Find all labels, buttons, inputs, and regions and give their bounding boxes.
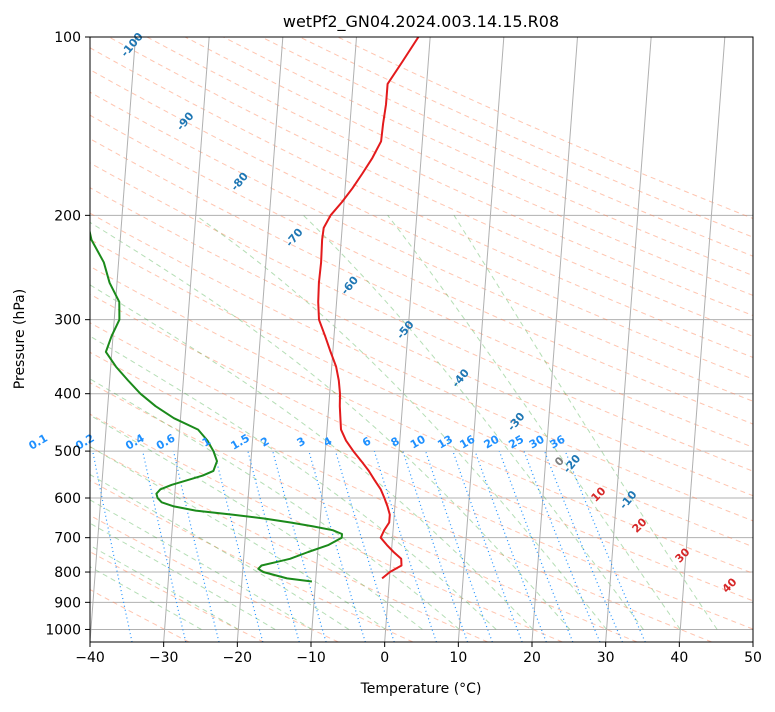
x-tick-label: −20 [223, 650, 253, 666]
y-tick-label: 100 [54, 30, 81, 46]
y-tick-label: 700 [54, 531, 81, 547]
x-tick-label: −10 [296, 650, 326, 666]
y-axis-label: Pressure (hPa) [12, 289, 28, 389]
x-tick-label: 20 [523, 650, 541, 666]
y-tick-label: 200 [54, 208, 81, 224]
y-tick-label: 400 [54, 387, 81, 403]
x-tick-label: −40 [75, 650, 105, 666]
y-tick-label: 900 [54, 595, 81, 611]
x-tick-label: 40 [670, 650, 688, 666]
y-tick-label: 600 [54, 491, 81, 507]
x-tick-label: 0 [380, 650, 389, 666]
x-tick-label: 10 [449, 650, 467, 666]
x-tick-label: −30 [149, 650, 179, 666]
y-tick-label: 1000 [45, 622, 81, 638]
x-tick-label: 30 [597, 650, 615, 666]
x-axis-label: Temperature (°C) [360, 681, 482, 697]
y-tick-label: 300 [54, 313, 81, 329]
x-tick-label: 50 [744, 650, 762, 666]
y-tick-label: 800 [54, 565, 81, 581]
y-tick-label: 500 [54, 444, 81, 460]
chart-title: wetPf2_GN04.2024.003.14.15.R08 [283, 12, 559, 32]
